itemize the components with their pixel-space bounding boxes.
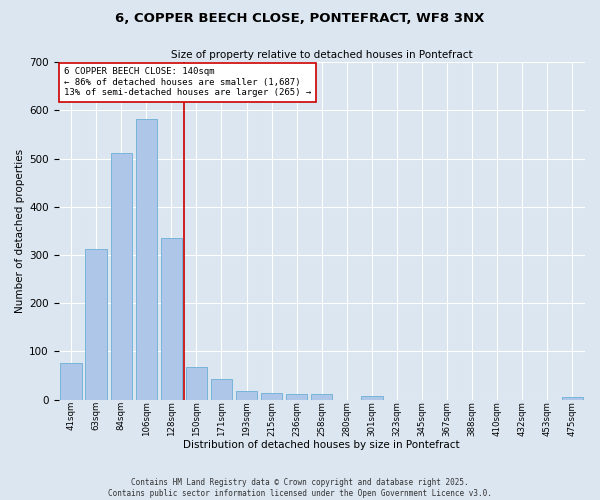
Text: Contains HM Land Registry data © Crown copyright and database right 2025.
Contai: Contains HM Land Registry data © Crown c…: [108, 478, 492, 498]
Bar: [211, 380, 232, 400]
Bar: [361, 396, 383, 400]
X-axis label: Distribution of detached houses by size in Pontefract: Distribution of detached houses by size …: [184, 440, 460, 450]
Bar: [110, 153, 132, 400]
Bar: [136, 118, 157, 400]
Bar: [286, 394, 307, 400]
Bar: [161, 238, 182, 400]
Bar: [236, 391, 257, 400]
Bar: [562, 397, 583, 400]
Bar: [85, 249, 107, 400]
Title: Size of property relative to detached houses in Pontefract: Size of property relative to detached ho…: [171, 50, 473, 60]
Bar: [311, 394, 332, 400]
Text: 6 COPPER BEECH CLOSE: 140sqm
← 86% of detached houses are smaller (1,687)
13% of: 6 COPPER BEECH CLOSE: 140sqm ← 86% of de…: [64, 67, 311, 97]
Y-axis label: Number of detached properties: Number of detached properties: [15, 149, 25, 313]
Bar: [261, 393, 282, 400]
Bar: [61, 364, 82, 400]
Text: 6, COPPER BEECH CLOSE, PONTEFRACT, WF8 3NX: 6, COPPER BEECH CLOSE, PONTEFRACT, WF8 3…: [115, 12, 485, 26]
Bar: [186, 367, 207, 400]
